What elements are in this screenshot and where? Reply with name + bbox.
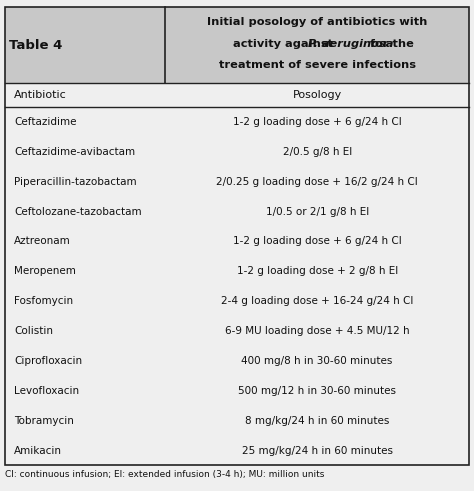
Text: Posology: Posology [292, 90, 342, 100]
Text: P. aeruginosa: P. aeruginosa [308, 39, 394, 49]
Text: Aztreonam: Aztreonam [14, 237, 71, 246]
Text: Table 4: Table 4 [9, 39, 63, 52]
Text: for the: for the [365, 39, 413, 49]
Text: 2/0.5 g/8 h EI: 2/0.5 g/8 h EI [283, 147, 352, 157]
Text: 1-2 g loading dose + 6 g/24 h CI: 1-2 g loading dose + 6 g/24 h CI [233, 117, 401, 127]
Text: Ceftazidime: Ceftazidime [14, 117, 77, 127]
Text: Levofloxacin: Levofloxacin [14, 386, 79, 396]
Text: 8 mg/kg/24 h in 60 minutes: 8 mg/kg/24 h in 60 minutes [245, 416, 389, 426]
Text: Ceftolozane-tazobactam: Ceftolozane-tazobactam [14, 207, 142, 217]
Text: treatment of severe infections: treatment of severe infections [219, 60, 416, 70]
Text: Tobramycin: Tobramycin [14, 416, 74, 426]
Text: Initial posology of antibiotics with: Initial posology of antibiotics with [207, 17, 428, 27]
Text: 25 mg/kg/24 h in 60 minutes: 25 mg/kg/24 h in 60 minutes [242, 445, 392, 456]
Text: 1-2 g loading dose + 2 g/8 h EI: 1-2 g loading dose + 2 g/8 h EI [237, 266, 398, 276]
Text: 1/0.5 or 2/1 g/8 h EI: 1/0.5 or 2/1 g/8 h EI [265, 207, 369, 217]
Text: 2-4 g loading dose + 16-24 g/24 h CI: 2-4 g loading dose + 16-24 g/24 h CI [221, 296, 413, 306]
Text: CI: continuous infusion; EI: extended infusion (3-4 h); MU: million units: CI: continuous infusion; EI: extended in… [5, 470, 324, 479]
Text: Meropenem: Meropenem [14, 266, 76, 276]
Text: Antibiotic: Antibiotic [14, 90, 67, 100]
Text: 400 mg/8 h in 30-60 minutes: 400 mg/8 h in 30-60 minutes [241, 356, 393, 366]
Bar [5, 7, 469, 83]
Text: 1-2 g loading dose + 6 g/24 h CI: 1-2 g loading dose + 6 g/24 h CI [233, 237, 401, 246]
Text: Fosfomycin: Fosfomycin [14, 296, 73, 306]
Text: activity against: activity against [233, 39, 337, 49]
Text: Amikacin: Amikacin [14, 445, 62, 456]
Text: Colistin: Colistin [14, 326, 53, 336]
Text: 6-9 MU loading dose + 4.5 MU/12 h: 6-9 MU loading dose + 4.5 MU/12 h [225, 326, 410, 336]
Text: Piperacillin-tazobactam: Piperacillin-tazobactam [14, 177, 137, 187]
Text: Ciprofloxacin: Ciprofloxacin [14, 356, 82, 366]
Text: 500 mg/12 h in 30-60 minutes: 500 mg/12 h in 30-60 minutes [238, 386, 396, 396]
Text: Ceftazidime-avibactam: Ceftazidime-avibactam [14, 147, 136, 157]
Text: 2/0.25 g loading dose + 16/2 g/24 h CI: 2/0.25 g loading dose + 16/2 g/24 h CI [216, 177, 418, 187]
